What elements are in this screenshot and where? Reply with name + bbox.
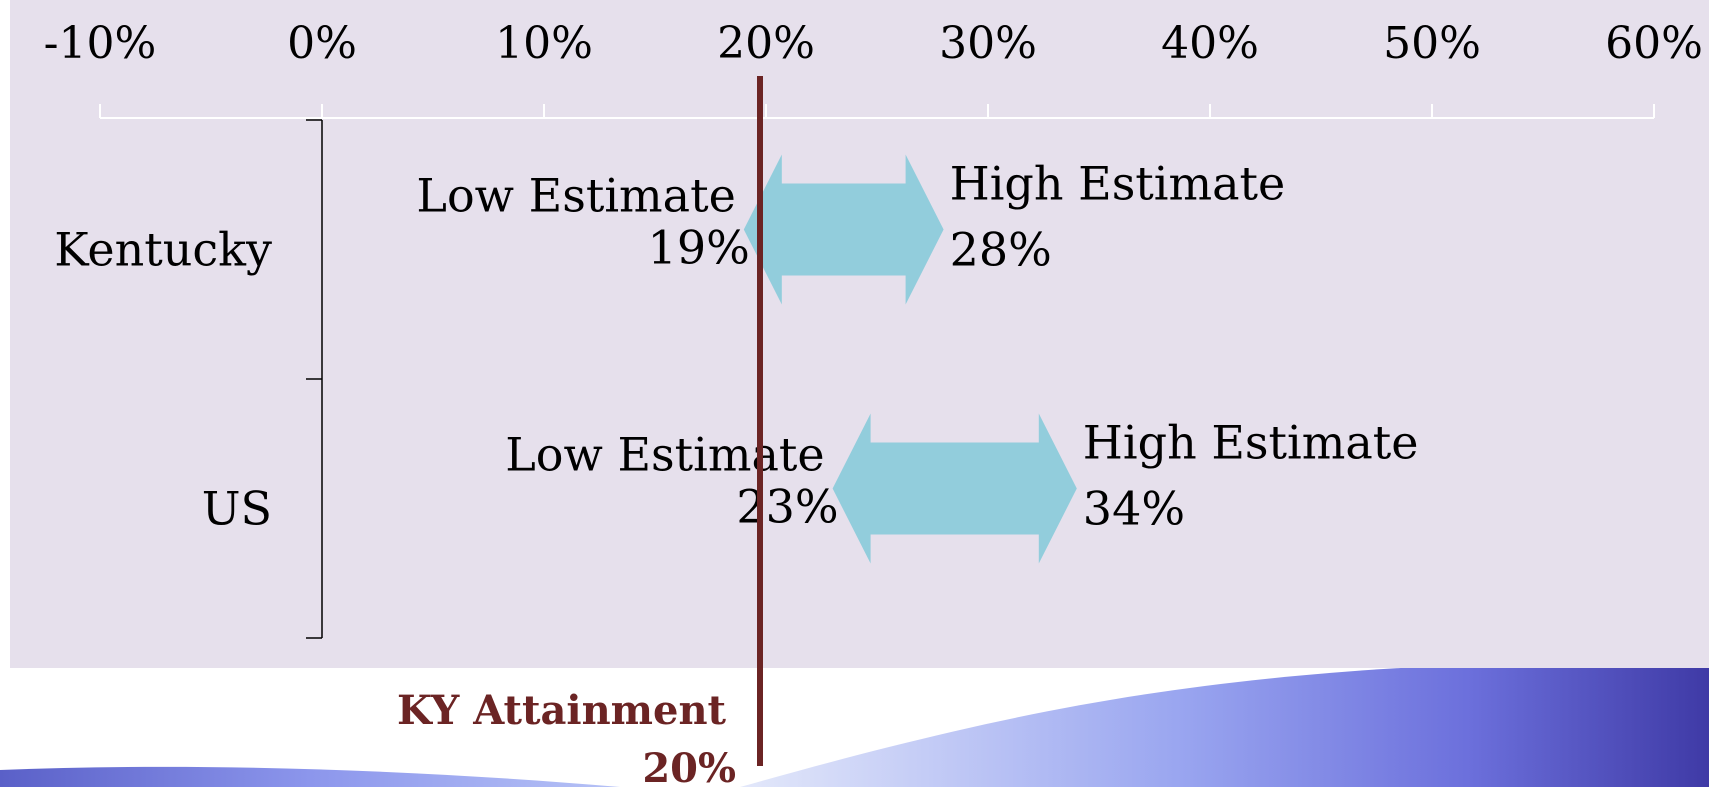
x-tick-label: 20% [717, 18, 815, 69]
x-tick-label: 50% [1383, 18, 1481, 69]
low-estimate-label: Low Estimate [505, 428, 824, 482]
x-tick-label: 30% [939, 18, 1037, 69]
category-axis: Kentucky US [54, 119, 323, 639]
reference-line-label: KY Attainment [397, 687, 727, 734]
high-estimate-value: 34% [1083, 482, 1185, 536]
x-axis: -10% 0% 10% 20% 30% 40% 50% 60% [44, 18, 1703, 119]
x-tick-label: 40% [1161, 18, 1259, 69]
x-tick-label: -10% [44, 18, 157, 69]
category-label: Kentucky [54, 223, 272, 277]
range-arrow [832, 413, 1077, 564]
category-label: US [202, 482, 272, 536]
high-estimate-label: High Estimate [950, 157, 1286, 211]
x-tick-label: 10% [495, 18, 593, 69]
reference-line-group: KY Attainment 20% [397, 76, 763, 787]
range-arrow [743, 154, 944, 305]
decorative-banner [0, 660, 1709, 787]
plot-background [10, 0, 1709, 668]
low-estimate-value: 19% [648, 221, 750, 275]
reference-line-value: 20% [642, 745, 736, 787]
low-estimate-label: Low Estimate [416, 169, 735, 223]
banner-swoosh [0, 766, 620, 787]
x-tick-label: 60% [1605, 18, 1703, 69]
x-tick-label: 0% [287, 18, 357, 69]
banner-wave [740, 660, 1709, 787]
low-estimate-value: 23% [736, 480, 838, 534]
high-estimate-label: High Estimate [1083, 416, 1419, 470]
high-estimate-value: 28% [950, 223, 1052, 277]
